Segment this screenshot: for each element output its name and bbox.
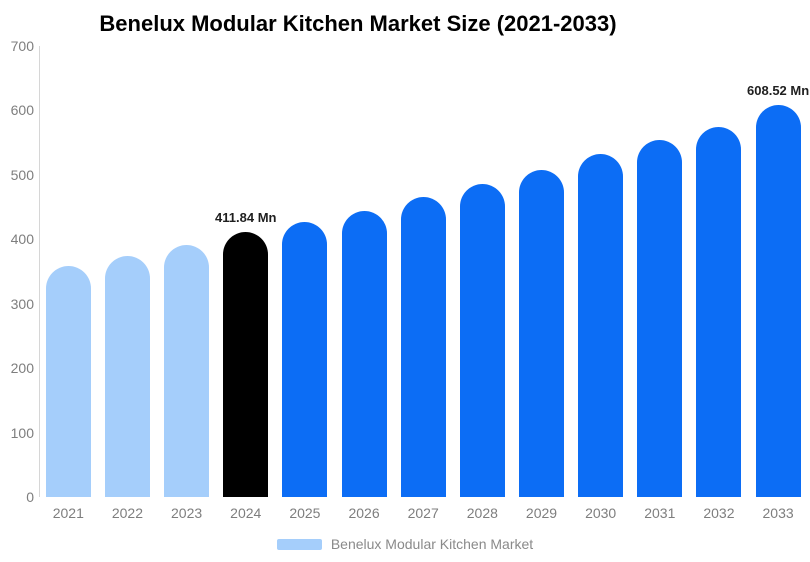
bar-2021: [45, 266, 91, 497]
bar-2031: [637, 140, 683, 497]
bar-2029: [519, 169, 564, 497]
bar-2023: [164, 245, 210, 497]
x-tick-label-2030: 2030: [585, 505, 617, 521]
x-tick-label-2025: 2025: [289, 505, 321, 521]
bar-2027: [400, 197, 446, 497]
bar-2030: [578, 154, 624, 497]
legend: Benelux Modular Kitchen Market: [0, 536, 810, 552]
bar-2032: [696, 126, 742, 497]
data-label-2024: 411.84 Mn: [215, 209, 277, 225]
y-tick-label-100: 100: [10, 424, 34, 441]
bar-2025: [282, 221, 328, 497]
x-tick-label-2028: 2028: [466, 505, 498, 521]
x-tick-label-2021: 2021: [52, 505, 84, 521]
bar-2022: [104, 256, 150, 497]
x-tick-label-2027: 2027: [407, 505, 439, 521]
x-tick-label-2026: 2026: [348, 505, 380, 521]
y-tick-label-700: 700: [10, 38, 34, 54]
legend-swatch: [276, 538, 322, 550]
y-tick-label-200: 200: [10, 360, 34, 377]
x-tick-label-2033: 2033: [762, 505, 794, 521]
y-tick-label-500: 500: [10, 166, 34, 183]
x-tick-label-2022: 2022: [111, 505, 144, 521]
x-tick-label-2024: 2024: [230, 505, 262, 521]
y-tick-label-400: 400: [10, 231, 34, 248]
x-tick-label-2023: 2023: [171, 505, 203, 521]
chart-title: Benelux Modular Kitchen Market Size (202…: [99, 11, 617, 36]
legend-label: Benelux Modular Kitchen Market: [330, 536, 534, 552]
x-tick-label-2029: 2029: [525, 505, 558, 521]
bar-2026: [341, 210, 387, 497]
x-tick-label-2032: 2032: [703, 505, 735, 521]
bar-2033: [755, 104, 801, 497]
y-tick-label-0: 0: [26, 489, 34, 505]
bar-2024: [223, 231, 269, 497]
x-tick-label-2031: 2031: [644, 505, 676, 521]
y-tick-label-300: 300: [10, 295, 34, 312]
y-axis-line: [39, 46, 40, 497]
data-label-2033: 608.52 Mn: [747, 82, 810, 98]
bar-2028: [459, 183, 505, 497]
y-tick-label-600: 600: [10, 102, 34, 119]
